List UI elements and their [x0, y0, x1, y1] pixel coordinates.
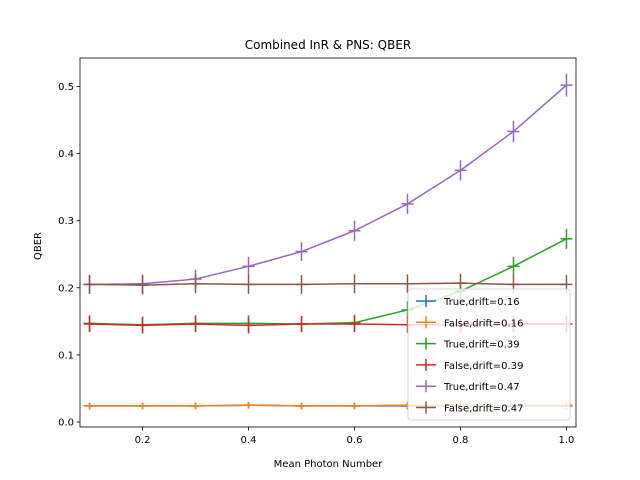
x-tick-label: 0.8 [453, 435, 469, 446]
series-4 [83, 73, 573, 294]
legend-entry-3: False,drift=0.39 [416, 358, 523, 372]
legend-label: True,drift=0.16 [443, 297, 520, 308]
y-tick-label: 0.2 [58, 283, 74, 294]
axes-frame [79, 57, 577, 428]
legend: True,drift=0.16 False,drift=0.16 True,drif… [407, 288, 571, 421]
legend-entry-5: False,drift=0.47 [416, 401, 523, 415]
x-tick-label: 0.2 [135, 435, 151, 446]
plot-area: 0.2 0.4 0.6 0.8 1.0 0.0 0.1 0.2 0.3 0.4 0.5 [58, 57, 577, 446]
y-tick-label: 0.4 [58, 149, 74, 160]
legend-entry-1: False,drift=0.16 [416, 316, 523, 329]
series-5 [83, 273, 573, 295]
x-axis-label: Mean Photon Number [274, 459, 384, 470]
legend-entry-2: True,drift=0.39 [416, 337, 520, 351]
legend-entry-0: True,drift=0.16 [416, 295, 520, 308]
x-tick-label: 0.6 [347, 435, 363, 446]
series-line [88, 282, 568, 286]
legend-label: False,drift=0.16 [444, 318, 523, 329]
legend-label: False,drift=0.47 [444, 404, 523, 415]
legend-entry-4: True,drift=0.47 [416, 380, 520, 393]
y-tick-label: 0.3 [58, 216, 74, 227]
y-tick-label: 0.0 [58, 417, 74, 428]
y-tick-label: 0.5 [58, 82, 74, 93]
legend-label: False,drift=0.39 [444, 361, 523, 372]
legend-label: True,drift=0.47 [443, 382, 520, 393]
x-tick-label: 0.4 [241, 435, 257, 446]
x-tick-label: 1.0 [559, 435, 575, 446]
y-axis-label: QBER [33, 232, 44, 260]
series-line [88, 84, 568, 286]
legend-box [407, 288, 571, 421]
chart-title: Combined InR & PNS: QBER [245, 38, 412, 52]
y-tick-label: 0.1 [58, 350, 74, 361]
legend-label: True,drift=0.39 [443, 340, 520, 351]
